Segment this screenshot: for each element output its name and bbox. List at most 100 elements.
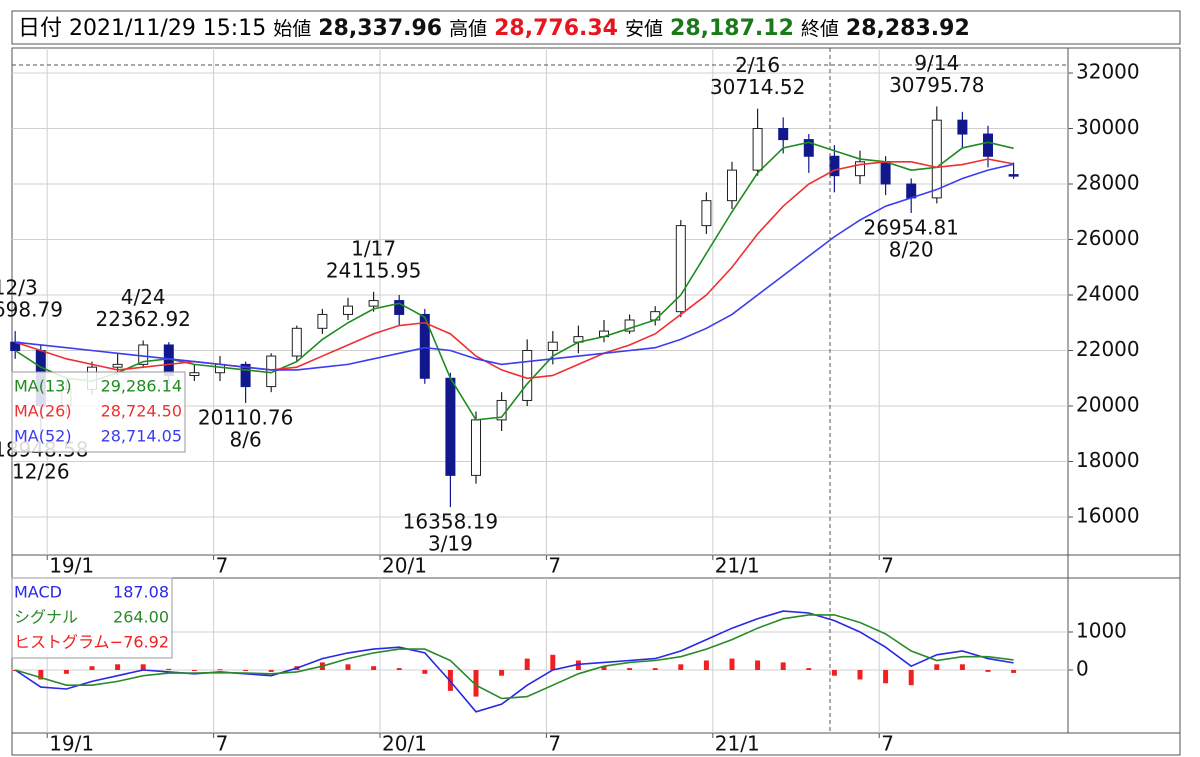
x-tick-label: 20/1 xyxy=(382,732,427,756)
candle-body xyxy=(1008,174,1019,177)
x-tick-label: 7 xyxy=(881,554,894,578)
histogram-bar xyxy=(473,669,479,697)
header-label: 始値 xyxy=(273,18,311,40)
candle-body xyxy=(906,183,917,199)
y-tick-label: 24000 xyxy=(1076,282,1140,306)
candle-body xyxy=(343,305,353,315)
y-tick-label: 26000 xyxy=(1076,226,1140,250)
y-tick-label: 0 xyxy=(1076,656,1089,680)
x-tick-label: 7 xyxy=(216,554,229,578)
annotation-value: 16358.19 xyxy=(403,510,498,534)
histogram-bar xyxy=(166,668,172,670)
legend-value: 28,714.05 xyxy=(101,427,182,446)
legend-name: MACD xyxy=(14,583,62,602)
overlay: 19/1 7 20/1 7 21/1 7 16000 18000 20000 22000 24000… xyxy=(0,51,1140,756)
annotation-date: 2/16 xyxy=(735,53,780,77)
marks xyxy=(10,106,1019,713)
candle-body xyxy=(624,319,635,332)
annotation-date: 12/3 xyxy=(0,276,38,300)
x-tick-label: 19/1 xyxy=(49,732,94,756)
histogram-bar xyxy=(217,669,223,671)
candle-body xyxy=(291,327,302,357)
annotation-date: 9/14 xyxy=(914,51,959,75)
candle-body xyxy=(471,419,481,476)
candle-body xyxy=(368,300,379,307)
annotation-date: 3/19 xyxy=(428,532,473,556)
histogram-bar xyxy=(883,669,889,684)
annotation-value: 30795.78 xyxy=(889,73,984,97)
annotation-date: 1/17 xyxy=(351,236,396,260)
annotation-date: 4/24 xyxy=(121,285,166,309)
histogram-bar xyxy=(89,666,95,670)
candle-body xyxy=(752,128,763,171)
candle-body xyxy=(394,300,405,315)
x-tick-label: 21/1 xyxy=(715,554,760,578)
annotation-date: 8/20 xyxy=(889,238,934,262)
y-tick-label: 20000 xyxy=(1076,393,1140,417)
legend-value: 28,724.50 xyxy=(101,402,182,421)
annotation-value: 22698.79 xyxy=(0,298,63,322)
annotation-value: 30714.52 xyxy=(710,75,805,99)
histogram-bar xyxy=(703,660,709,670)
x-tick-label: 7 xyxy=(548,732,561,756)
y-tick-label: 30000 xyxy=(1076,115,1140,139)
moving-average-line xyxy=(14,158,1014,380)
y-tick-label: 28000 xyxy=(1076,171,1140,195)
histogram-bar xyxy=(780,662,786,670)
header-value: 28,187.12 xyxy=(670,16,794,41)
x-tick-label: 19/1 xyxy=(49,554,94,578)
histogram-bar xyxy=(831,669,837,676)
candle-body xyxy=(215,363,225,374)
candle-body xyxy=(829,155,840,177)
histogram-bar xyxy=(499,669,505,676)
histogram-bar xyxy=(191,669,197,671)
header-value: 28,337.96 xyxy=(318,16,442,41)
histogram-bar xyxy=(601,666,607,670)
candle-body xyxy=(189,372,200,376)
y-tick-label: 1000 xyxy=(1076,618,1127,642)
histogram-bar xyxy=(575,660,581,670)
y-tick-label: 32000 xyxy=(1076,60,1140,84)
candle-body xyxy=(727,169,737,202)
candle-body xyxy=(240,363,251,388)
histogram-bar xyxy=(1011,669,1017,673)
histogram-bar xyxy=(422,669,428,674)
candle-body xyxy=(803,139,814,157)
header-label: 安値 xyxy=(625,18,663,40)
histogram-bar xyxy=(38,669,44,680)
legend-name: MA(13) xyxy=(14,377,72,396)
histogram-bar xyxy=(243,669,249,671)
legend-box xyxy=(11,577,173,659)
legend-box xyxy=(11,371,186,453)
histogram-bar xyxy=(371,666,377,670)
candle-body xyxy=(522,350,533,401)
header-value: 28,283.92 xyxy=(846,16,970,41)
header-text: 日付 2021/11/29 15:15 始値 28,337.96 高値 28,7… xyxy=(18,16,970,41)
x-tick-label: 20/1 xyxy=(382,554,427,578)
x-tick-label: 21/1 xyxy=(715,732,760,756)
moving-average-line xyxy=(14,141,1014,421)
legend-name: MA(52) xyxy=(14,427,72,446)
header-value: 28,776.34 xyxy=(494,16,618,41)
header-date: 2021/11/29 15:15 xyxy=(69,16,266,41)
histogram-bar xyxy=(934,664,940,670)
histogram-bar xyxy=(140,664,146,670)
histogram-bar xyxy=(755,660,761,670)
histogram-bar xyxy=(908,669,914,686)
candle-body xyxy=(112,363,123,368)
legend-value: 187.08 xyxy=(113,583,169,602)
annotation-value: 26954.81 xyxy=(863,216,958,240)
moving-average-line xyxy=(15,163,1014,371)
header-label: 終値 xyxy=(801,18,839,40)
histogram-bar xyxy=(524,658,530,670)
annotation-date: 12/26 xyxy=(12,460,70,484)
header-label: 高値 xyxy=(449,18,487,40)
histogram-bar xyxy=(729,658,735,670)
candle-body xyxy=(983,133,993,157)
annotation-value: 24115.95 xyxy=(326,258,421,282)
histogram-bar xyxy=(959,664,965,670)
y-tick-label: 18000 xyxy=(1076,448,1140,472)
